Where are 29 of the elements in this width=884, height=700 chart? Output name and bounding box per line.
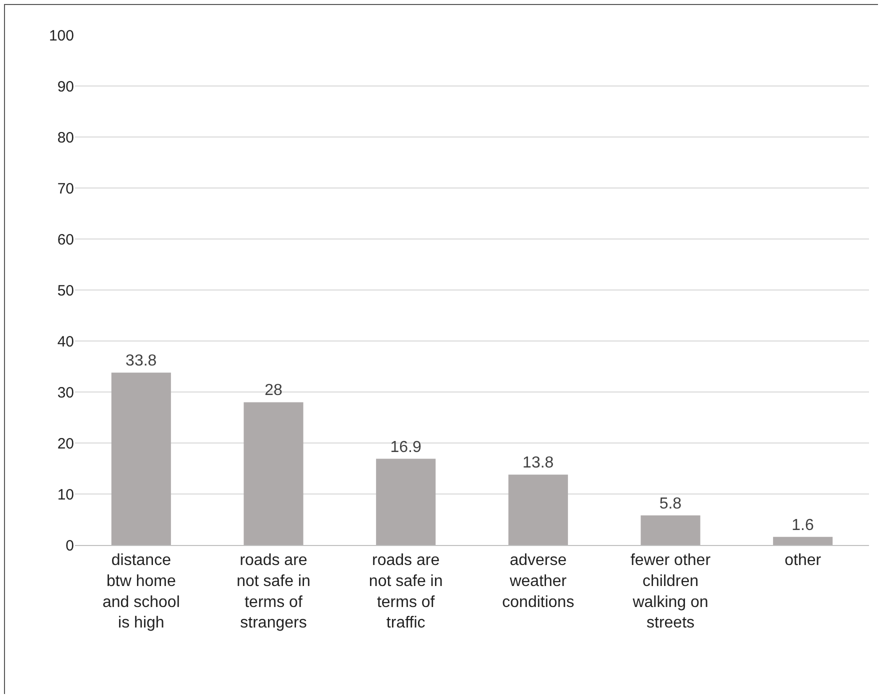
x-tick-label: adverse weather conditions [502, 552, 574, 611]
y-tick-label: 70 [57, 180, 74, 198]
y-tick-label: 0 [66, 537, 74, 554]
bar [773, 536, 833, 545]
y-tick-label: 20 [57, 435, 74, 452]
y-tick-label: 90 [57, 78, 74, 96]
data-label: 13.8 [522, 454, 554, 472]
bar [376, 458, 436, 545]
bar [111, 372, 171, 545]
bar [244, 402, 304, 545]
x-tick-label: roads are not safe in terms of traffic [368, 552, 443, 632]
data-label: 1.6 [792, 516, 814, 534]
y-tick-label: 80 [57, 129, 74, 146]
bar [640, 515, 700, 545]
x-tick-label: other [784, 552, 822, 570]
x-tick-label: fewer other children walking on streets [630, 552, 712, 632]
y-tick-label: 60 [57, 231, 74, 248]
y-tick-label: 10 [57, 486, 74, 504]
data-label: 33.8 [126, 352, 157, 370]
y-tick-label: 100 [48, 27, 74, 44]
data-label: 16.9 [390, 438, 422, 456]
x-tick-label: roads are not safe in terms of strangers [236, 552, 310, 632]
y-tick-label: 40 [57, 333, 74, 350]
y-tick-label: 50 [57, 282, 74, 300]
y-tick-label: 30 [57, 384, 74, 402]
data-label: 5.8 [659, 495, 682, 512]
data-label: 28 [264, 382, 282, 400]
bar [508, 474, 568, 545]
x-tick-label: distance btw home and school is high [102, 552, 180, 632]
